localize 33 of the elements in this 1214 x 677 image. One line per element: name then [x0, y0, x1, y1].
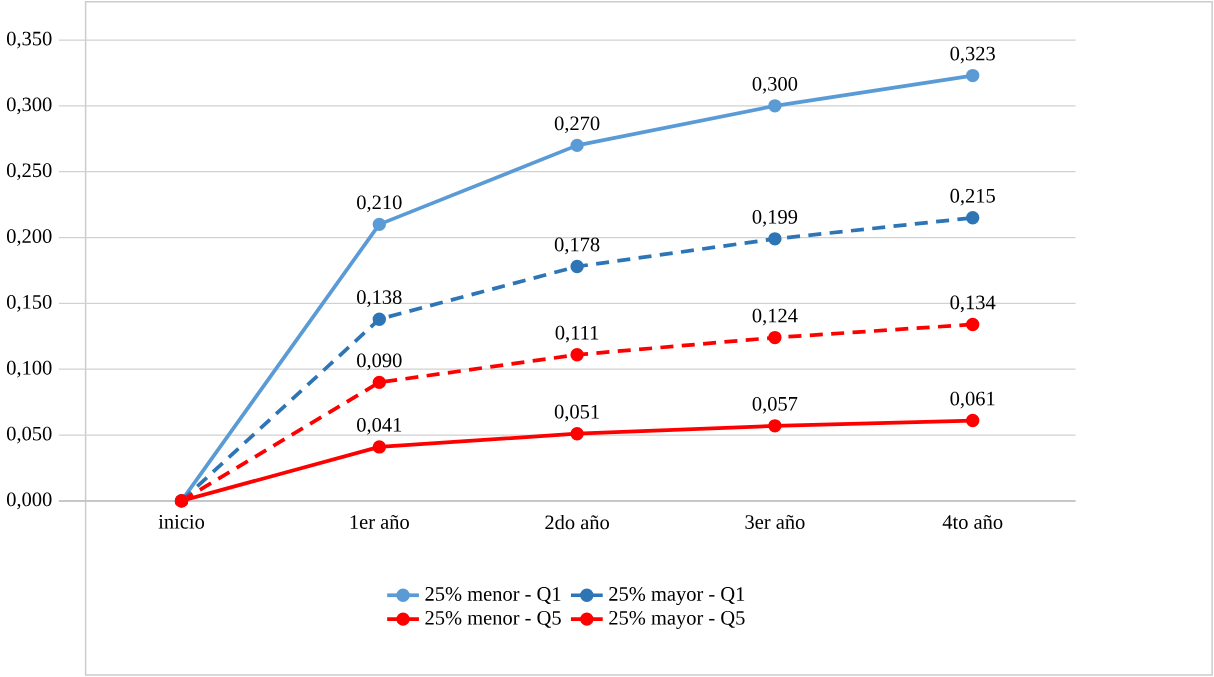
x-tick-label: 3er año [745, 515, 805, 529]
data-label: 0,210 [357, 195, 402, 213]
data-label: 0,061 [950, 391, 995, 409]
legend-label: 25% mayor - Q1 [609, 587, 745, 606]
y-tick-label: 0,300 [6, 97, 52, 115]
legend-label: 25% menor - Q1 [425, 587, 561, 605]
y-tick-label: 0,050 [6, 426, 52, 444]
data-label: 0,111 [555, 325, 599, 343]
data-label: 0,041 [357, 418, 402, 435]
data-label: 0,215 [950, 188, 995, 206]
data-label: 0,270 [554, 116, 600, 134]
data-label: 0,199 [752, 210, 798, 227]
data-label: 0,057 [752, 396, 798, 414]
data-label: 0,178 [554, 237, 600, 255]
y-tick-label: 0,000 [6, 492, 52, 510]
data-label: 0,051 [554, 404, 599, 422]
data-label: 0,323 [950, 46, 995, 64]
y-tick-label: 0,350 [6, 31, 52, 49]
x-tick-label: 2do año [545, 515, 610, 530]
data-label: 0,134 [950, 295, 996, 313]
y-tick-label: 0,100 [6, 360, 52, 378]
legend-label: 25% mayor - Q5 [609, 611, 745, 630]
data-label: 0,124 [752, 308, 798, 326]
legend-label: 25% menor - Q5 [425, 611, 561, 628]
x-tick-label: 1er año [350, 515, 409, 529]
y-tick-label: 0,200 [6, 229, 52, 246]
y-tick-label: 0,150 [6, 295, 52, 312]
x-tick-label: inicio [158, 515, 205, 529]
data-label: 0,300 [752, 77, 798, 94]
y-tick-label: 0,250 [6, 163, 52, 181]
data-label: 0,090 [357, 353, 402, 371]
x-tick-label: 4to año [942, 515, 1003, 529]
data-label: 0,138 [357, 290, 402, 308]
